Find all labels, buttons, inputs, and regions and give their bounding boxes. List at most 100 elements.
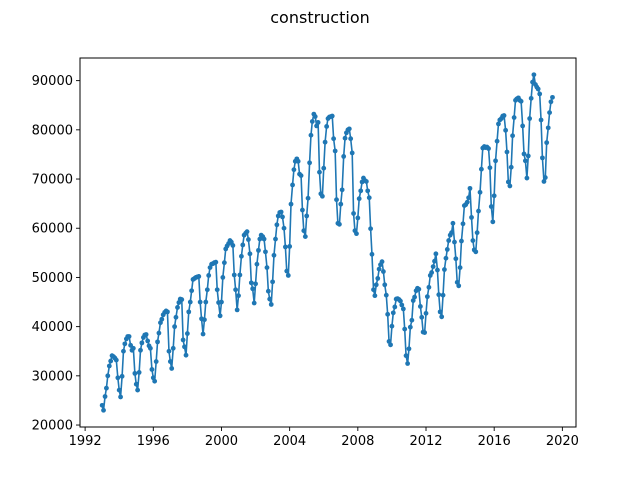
data-point <box>253 281 258 287</box>
y-tick-label: 90000 <box>32 74 73 89</box>
data-point <box>126 334 132 339</box>
data-point <box>518 98 524 104</box>
data-point <box>474 230 480 236</box>
data-point <box>200 331 206 337</box>
data-point <box>366 195 372 201</box>
data-point <box>136 369 142 375</box>
data-point <box>371 287 376 293</box>
data-point <box>167 359 173 364</box>
data-point <box>460 221 466 227</box>
data-point <box>501 113 507 118</box>
data-point <box>369 251 375 257</box>
data-point <box>479 166 484 172</box>
data-point <box>132 370 138 376</box>
data-point <box>108 358 114 364</box>
data-point <box>263 249 268 255</box>
data-point <box>119 373 125 379</box>
data-point <box>547 110 552 116</box>
data-point <box>270 279 275 285</box>
y-tick-label: 50000 <box>32 271 73 286</box>
data-point <box>524 175 530 181</box>
data-point <box>449 230 454 236</box>
data-point <box>251 300 257 306</box>
data-point <box>305 195 311 201</box>
data-point <box>550 94 555 100</box>
y-tick-label: 40000 <box>32 320 73 335</box>
data-point <box>545 125 551 131</box>
data-point <box>466 195 472 201</box>
data-point <box>429 270 435 275</box>
data-point <box>240 242 246 248</box>
data-point <box>372 293 378 299</box>
data-point <box>436 292 442 298</box>
data-point <box>381 269 386 274</box>
data-point <box>139 340 145 346</box>
data-point <box>392 304 398 310</box>
data-point <box>368 226 374 232</box>
data-point <box>331 136 337 142</box>
data-point <box>261 236 267 242</box>
data-point <box>437 309 443 315</box>
data-point <box>459 238 464 244</box>
data-point <box>135 387 141 393</box>
data-point <box>239 253 244 259</box>
data-point <box>280 214 285 220</box>
data-point <box>470 238 476 243</box>
data-point <box>101 407 106 413</box>
data-point <box>339 187 345 193</box>
data-point <box>121 348 126 354</box>
data-point <box>542 175 548 180</box>
data-point <box>424 294 430 300</box>
data-point <box>527 116 533 121</box>
data-point <box>416 286 422 292</box>
data-point <box>538 117 544 123</box>
data-point <box>433 251 439 257</box>
data-point <box>295 158 301 164</box>
data-point <box>248 280 254 286</box>
data-point <box>464 199 470 205</box>
data-point <box>122 341 128 347</box>
data-point <box>278 209 284 215</box>
data-point <box>540 155 545 161</box>
data-point <box>197 299 203 305</box>
data-point <box>493 158 498 164</box>
data-point <box>382 282 388 288</box>
data-point <box>446 238 452 243</box>
data-point <box>375 276 381 281</box>
data-point <box>182 344 187 350</box>
data-point <box>186 309 192 315</box>
data-point <box>104 385 109 391</box>
data-point <box>220 275 226 280</box>
data-point <box>319 193 325 199</box>
data-point <box>419 314 425 320</box>
data-point <box>389 323 395 329</box>
data-point <box>544 140 550 146</box>
data-point <box>155 339 160 345</box>
data-point <box>432 258 437 264</box>
data-point <box>300 207 305 213</box>
x-tick-label: 1996 <box>137 434 170 449</box>
data-point <box>287 244 293 249</box>
y-tick-label: 70000 <box>32 173 73 188</box>
data-point <box>254 261 260 267</box>
data-point <box>298 173 304 178</box>
data-point <box>537 91 543 97</box>
data-point <box>417 304 423 309</box>
data-point <box>329 113 335 119</box>
data-point <box>204 287 210 293</box>
data-point <box>442 267 447 272</box>
data-point <box>548 99 554 105</box>
plot-area <box>99 72 555 413</box>
data-point <box>265 288 271 294</box>
data-point <box>187 299 193 305</box>
data-point <box>453 256 459 262</box>
data-point <box>496 121 501 127</box>
data-point <box>405 361 410 366</box>
data-point <box>118 394 123 400</box>
data-point <box>486 146 491 151</box>
data-point <box>271 252 277 258</box>
data-point <box>503 127 509 133</box>
data-point <box>491 193 497 199</box>
data-point <box>409 317 415 323</box>
